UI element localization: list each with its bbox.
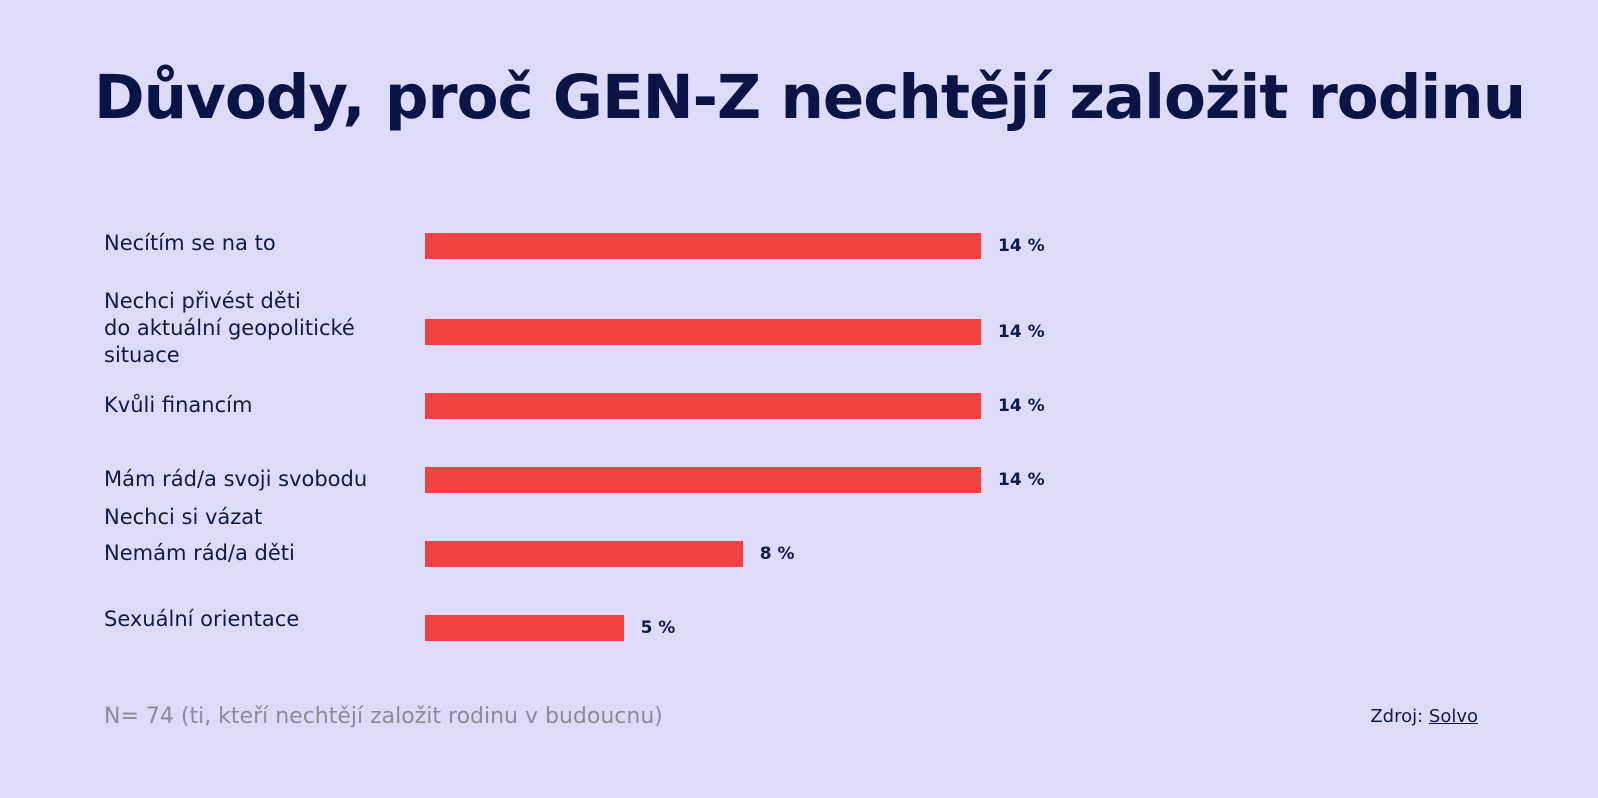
category-label-line: Kvůli financím bbox=[104, 393, 253, 417]
category-label-line: Nechci přivést děti bbox=[104, 289, 301, 313]
source-prefix: Zdroj: bbox=[1370, 706, 1424, 727]
category-label-line: Nechci si vázat bbox=[104, 505, 263, 529]
category-label: Kvůli financím bbox=[104, 392, 252, 419]
category-label-line: situace bbox=[104, 343, 180, 367]
value-label: 14 % bbox=[998, 236, 1045, 256]
source-link[interactable]: Solvo bbox=[1428, 706, 1478, 727]
category-label-line: Nemám rád/a děti bbox=[104, 541, 295, 565]
bar bbox=[425, 615, 624, 641]
category-label-line: do aktuální geopolitické bbox=[104, 316, 355, 340]
value-label: 14 % bbox=[998, 322, 1045, 342]
bar bbox=[425, 541, 743, 567]
category-label-line: Mám rád/a svoji svobodu bbox=[104, 467, 368, 491]
bar bbox=[425, 319, 981, 345]
value-label: 14 % bbox=[998, 396, 1045, 416]
sample-note: N= 74 (ti, kteří nechtějí založit rodinu… bbox=[104, 704, 663, 729]
category-label: Necítím se na to bbox=[104, 230, 276, 257]
category-label-line: Necítím se na to bbox=[104, 231, 276, 255]
category-label: Nemám rád/a děti bbox=[104, 540, 295, 567]
bar bbox=[425, 467, 981, 493]
source-credit: Zdroj: Solvo bbox=[1370, 706, 1478, 727]
category-label-line: Sexuální orientace bbox=[104, 607, 300, 631]
chart-title: Důvody, proč GEN-Z nechtějí založit rodi… bbox=[94, 62, 1526, 133]
category-label: Sexuální orientace bbox=[104, 606, 299, 633]
value-label: 5 % bbox=[640, 618, 676, 638]
category-label: Mám rád/a svoji svobodu Nechci si vázat bbox=[104, 460, 367, 536]
value-label: 8 % bbox=[759, 544, 795, 564]
bar bbox=[425, 393, 981, 419]
category-label: Nechci přivést děti do aktuální geopoliti… bbox=[104, 288, 355, 369]
bar bbox=[425, 233, 981, 259]
value-label: 14 % bbox=[998, 470, 1045, 490]
